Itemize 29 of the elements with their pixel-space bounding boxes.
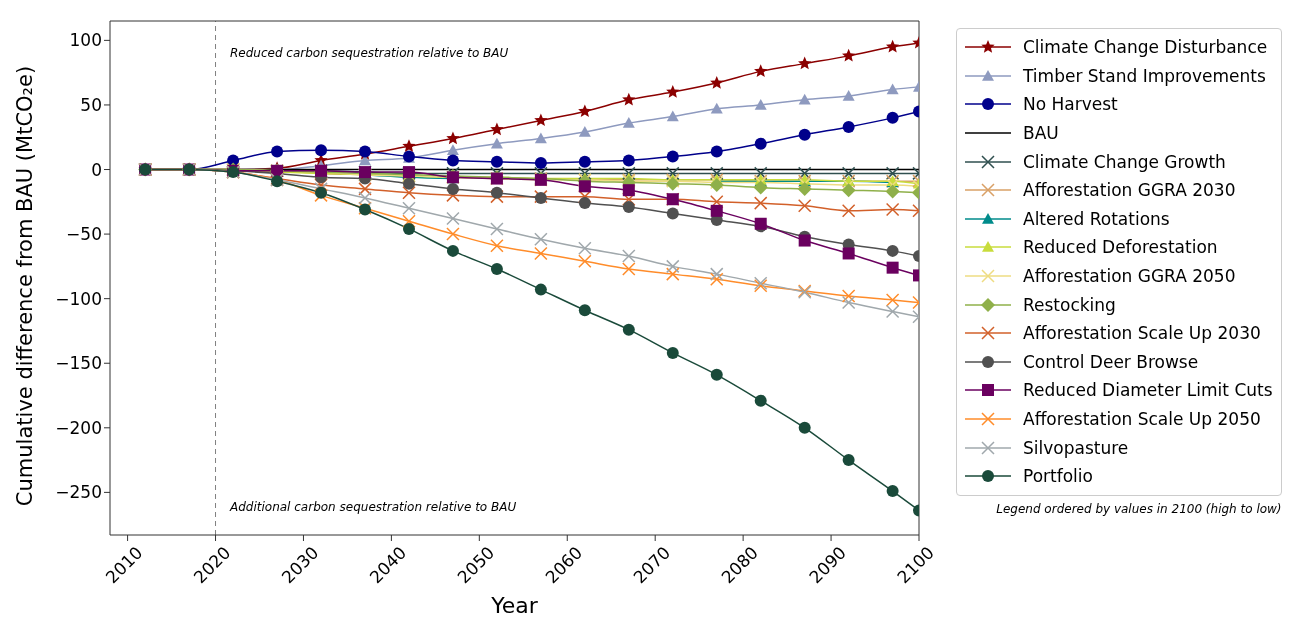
- legend-label: Portfolio: [1023, 466, 1093, 487]
- y-tick-label: −150: [55, 353, 102, 374]
- y-tick-label: 50: [80, 94, 102, 115]
- text: Legend ordered by values in 2100 (high to low): [995, 501, 1282, 516]
- legend-label: Reduced Diameter Limit Cuts: [1023, 380, 1273, 401]
- legend-label: Reduced Deforestation: [1023, 237, 1218, 258]
- legend-label: Climate Change Growth: [1023, 151, 1226, 172]
- legend-label: BAU: [1023, 123, 1059, 144]
- legend-label: Restocking: [1023, 294, 1116, 315]
- legend-label: Control Deer Browse: [1023, 351, 1199, 372]
- legend-label: Climate Change Disturbance: [1023, 37, 1268, 58]
- legend-label: Altered Rotations: [1023, 208, 1170, 229]
- y-tick-label: −250: [55, 482, 102, 503]
- y-tick-label: −100: [55, 288, 102, 309]
- y-tick-label: 0: [91, 159, 102, 180]
- legend-label: Afforestation Scale Up 2030: [1023, 323, 1261, 344]
- legend-label: No Harvest: [1023, 94, 1118, 115]
- x-axis-title: Year: [490, 593, 539, 617]
- y-tick-label: 100: [69, 30, 102, 51]
- annotation: Additional carbon sequestration relative to BAU: [230, 500, 517, 514]
- legend-label: Afforestation GGRA 2050: [1023, 266, 1236, 287]
- annotation: Reduced carbon sequestration relative to BAU: [230, 46, 509, 60]
- y-tick-label: −50: [66, 224, 102, 245]
- y-tick-label: −200: [55, 417, 102, 438]
- legend-label: Silvopasture: [1023, 437, 1129, 458]
- legend-label: Timber Stand Improvements: [1023, 65, 1266, 86]
- legend-label: Afforestation Scale Up 2050: [1023, 409, 1261, 430]
- legend-label: Afforestation GGRA 2030: [1023, 180, 1236, 201]
- y-axis-title: Cumulative difference from BAU (MtCO₂e): [13, 65, 37, 507]
